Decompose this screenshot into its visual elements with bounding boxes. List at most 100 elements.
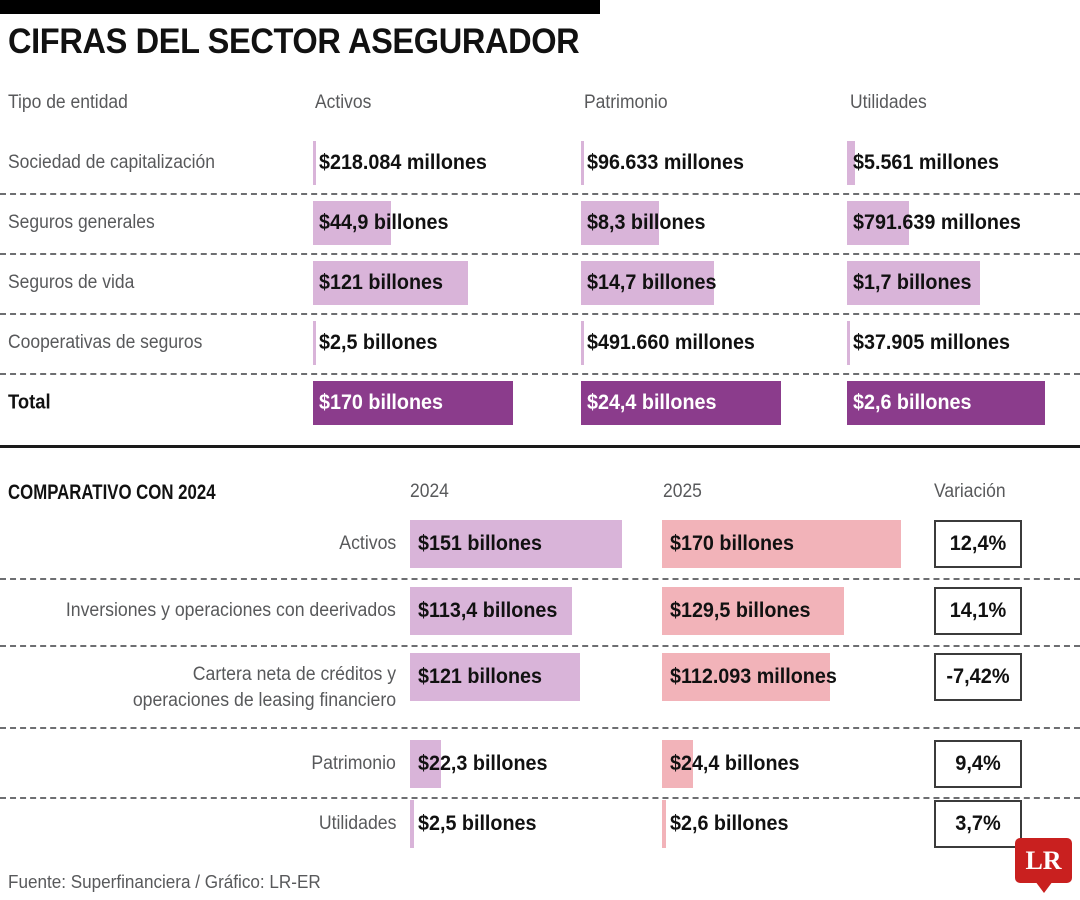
variation-box: 3,7% bbox=[934, 800, 1022, 848]
value-bar bbox=[581, 141, 584, 185]
row-label: Cooperativas de seguros bbox=[8, 332, 203, 353]
section-title-comparativo: COMPARATIVO CON 2024 bbox=[8, 481, 216, 504]
cell-value: $151 billones bbox=[418, 532, 542, 555]
cell-utilidades: $5.561 millones bbox=[847, 133, 1077, 193]
row-label: Seguros generales bbox=[8, 212, 155, 233]
row-divider bbox=[0, 727, 1080, 729]
cell-value: $22,3 billones bbox=[418, 752, 548, 775]
cell-activos: $44,9 billones bbox=[313, 193, 578, 253]
comparative-row-label: Utilidades bbox=[318, 813, 396, 834]
cell-2024: $151 billones bbox=[410, 520, 655, 568]
cell-2024: $121 billones bbox=[410, 653, 655, 701]
cell-value: $24,4 billones bbox=[670, 752, 800, 775]
table-row: Seguros generales $44,9 billones $8,3 bi… bbox=[0, 193, 1080, 253]
comparative-row-label: Activos bbox=[339, 533, 396, 554]
row-divider bbox=[0, 313, 1080, 315]
cell-value: $2,6 billones bbox=[853, 391, 972, 414]
variation-value: -7,42% bbox=[946, 665, 1010, 688]
cell-value: $2,6 billones bbox=[670, 812, 789, 835]
value-bar bbox=[581, 261, 714, 305]
row-divider bbox=[0, 253, 1080, 255]
top-black-rule bbox=[0, 0, 600, 14]
cell-patrimonio: $491.660 millones bbox=[581, 313, 844, 373]
table-row: Cooperativas de seguros $2,5 billones $4… bbox=[0, 313, 1080, 373]
value-bar bbox=[847, 381, 1045, 425]
logo-bubble-shape bbox=[1015, 838, 1072, 883]
cell-patrimonio: $8,3 billones bbox=[581, 193, 844, 253]
cell-patrimonio-total: $24,4 billones bbox=[581, 373, 844, 433]
comparative-row: Cartera neta de créditos y operaciones d… bbox=[0, 653, 1080, 711]
cell-value: $1,7 billones bbox=[853, 271, 972, 294]
variation-box: -7,42% bbox=[934, 653, 1022, 701]
row-divider bbox=[0, 373, 1080, 375]
row-divider bbox=[0, 645, 1080, 647]
page-title: CIFRAS DEL SECTOR ASEGURADOR bbox=[8, 22, 580, 61]
variation-value: 14,1% bbox=[949, 599, 1007, 622]
value-bar bbox=[410, 800, 414, 848]
value-bar bbox=[410, 520, 622, 568]
column-header-activos: Activos bbox=[315, 92, 372, 113]
comparative-row-label: Inversiones y operaciones con deerivados bbox=[65, 600, 396, 621]
cell-value: $8,3 billones bbox=[587, 211, 706, 234]
variation-box: 9,4% bbox=[934, 740, 1022, 788]
cell-2024: $113,4 billones bbox=[410, 587, 655, 635]
cell-utilidades: $1,7 billones bbox=[847, 253, 1077, 313]
cell-activos: $218.084 millones bbox=[313, 133, 578, 193]
value-bar bbox=[581, 381, 781, 425]
cell-value: $5.561 millones bbox=[853, 151, 999, 174]
value-bar bbox=[313, 321, 316, 365]
section-divider bbox=[0, 445, 1080, 448]
row-label: Seguros de vida bbox=[8, 272, 135, 293]
value-bar bbox=[313, 261, 468, 305]
table-row: Seguros de vida $121 billones $14,7 bill… bbox=[0, 253, 1080, 313]
value-bar bbox=[847, 261, 980, 305]
comparative-row: Inversiones y operaciones con deerivados… bbox=[0, 587, 1080, 635]
column-header-tipo-entidad: Tipo de entidad bbox=[8, 92, 128, 113]
column-header-utilidades: Utilidades bbox=[850, 92, 927, 113]
value-bar bbox=[662, 520, 901, 568]
table-row-total: Total $170 billones $24,4 billones $2,6 … bbox=[0, 373, 1080, 433]
value-bar bbox=[847, 201, 909, 245]
cell-utilidades-total: $2,6 billones bbox=[847, 373, 1077, 433]
value-bar bbox=[313, 381, 513, 425]
row-divider bbox=[0, 578, 1080, 580]
cell-value: $170 billones bbox=[319, 391, 443, 414]
cell-value: $24,4 billones bbox=[587, 391, 717, 414]
logo-bubble-tail-icon bbox=[1035, 881, 1053, 893]
column-header-2025: 2025 bbox=[663, 481, 702, 502]
value-bar bbox=[581, 201, 659, 245]
cell-value: $113,4 billones bbox=[418, 599, 558, 622]
cell-value: $121 billones bbox=[319, 271, 443, 294]
comparative-row: Activos $151 billones $170 billones 12,4… bbox=[0, 520, 1080, 568]
row-label-total: Total bbox=[8, 391, 51, 414]
value-bar bbox=[662, 800, 666, 848]
value-bar bbox=[662, 740, 693, 788]
cell-value: $96.633 millones bbox=[587, 151, 744, 174]
cell-2025: $129,5 billones bbox=[662, 587, 922, 635]
value-bar bbox=[847, 321, 850, 365]
cell-value: $14,7 billones bbox=[587, 271, 717, 294]
column-header-patrimonio: Patrimonio bbox=[584, 92, 668, 113]
cell-utilidades: $791.639 millones bbox=[847, 193, 1077, 253]
logo-text: LR bbox=[1025, 846, 1062, 875]
cell-2024: $22,3 billones bbox=[410, 740, 655, 788]
column-header-2024: 2024 bbox=[410, 481, 449, 502]
cell-patrimonio: $96.633 millones bbox=[581, 133, 844, 193]
source-credit: Fuente: Superfinanciera / Gráfico: LR-ER bbox=[8, 872, 321, 892]
cell-value: $112.093 millones bbox=[670, 665, 837, 688]
value-bar bbox=[581, 321, 584, 365]
value-bar bbox=[410, 587, 572, 635]
row-divider bbox=[0, 797, 1080, 799]
cell-activos-total: $170 billones bbox=[313, 373, 578, 433]
cell-value: $2,5 billones bbox=[418, 812, 537, 835]
row-label: Sociedad de capitalización bbox=[8, 152, 215, 173]
comparative-row-label: Cartera neta de créditos y operaciones d… bbox=[132, 664, 396, 711]
cell-2025: $170 billones bbox=[662, 520, 922, 568]
cell-value: $129,5 billones bbox=[670, 599, 811, 622]
variation-box: 14,1% bbox=[934, 587, 1022, 635]
value-bar bbox=[662, 587, 844, 635]
value-bar bbox=[410, 653, 580, 701]
cell-value: $791.639 millones bbox=[853, 211, 1021, 234]
cell-value: $121 billones bbox=[418, 665, 542, 688]
